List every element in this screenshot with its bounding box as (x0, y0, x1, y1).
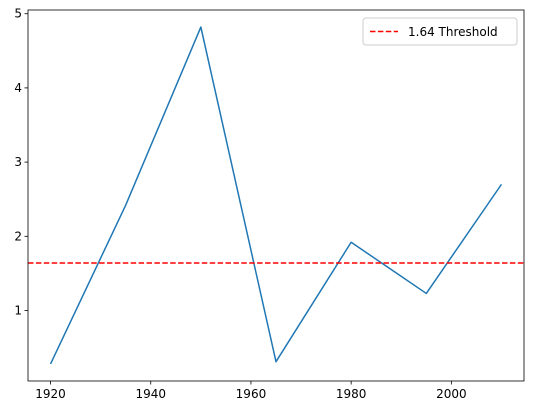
y-axis-ticks: 1 2 3 4 5 (14, 7, 28, 318)
y-tick-label: 5 (14, 7, 22, 21)
x-tick-label: 2000 (436, 387, 467, 401)
y-tick-label: 2 (14, 229, 22, 243)
series-line (49, 26, 503, 365)
legend-box (362, 17, 518, 46)
x-tick-label: 1980 (336, 387, 367, 401)
x-tick-label: 1960 (236, 387, 267, 401)
plot-frame (27, 9, 525, 382)
x-tick-label: 1940 (135, 387, 166, 401)
legend: 1.64 Threshold (362, 17, 518, 46)
y-tick-label: 4 (14, 81, 22, 95)
x-axis-ticks: 1920 1940 1960 1980 2000 (35, 381, 467, 401)
x-tick-label: 1920 (35, 387, 66, 401)
y-tick-label: 1 (14, 304, 22, 318)
legend-label-threshold: 1.64 Threshold (408, 25, 498, 39)
series-layer (49, 26, 503, 365)
y-tick-label: 3 (14, 155, 22, 169)
